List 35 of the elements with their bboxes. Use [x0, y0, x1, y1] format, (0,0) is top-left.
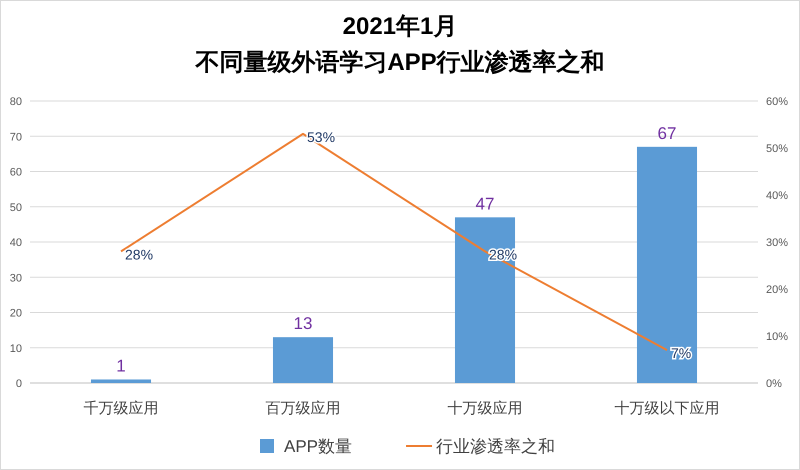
data-label: 47 [476, 194, 494, 214]
y2-tick-label: 0% [766, 378, 782, 390]
x-tick-label: 千万级应用 [84, 400, 158, 417]
y-tick-label: 20 [10, 308, 22, 320]
bar [272, 337, 334, 383]
chart-title: 2021年1月 [342, 13, 458, 40]
chart-subtitle: 不同量级外语学习APP行业渗透率之和 [194, 49, 605, 76]
x-tick-label: 十万级以下应用 [614, 400, 720, 417]
data-label: 53% [307, 128, 336, 145]
y-tick-label: 30 [10, 272, 22, 284]
x-tick-label: 百万级应用 [266, 400, 340, 417]
y2-tick-label: 20% [766, 284, 788, 296]
data-label: 7% [671, 345, 692, 362]
bar [90, 379, 152, 383]
legend-label: APP数量 [284, 437, 352, 456]
y-tick-label: 80 [10, 96, 22, 108]
bar [636, 146, 698, 383]
data-label: 28% [125, 246, 154, 262]
y2-tick-label: 40% [766, 190, 788, 202]
y2-tick-label: 30% [766, 237, 788, 249]
y-tick-label: 10 [10, 342, 22, 355]
bar [454, 217, 516, 383]
y2-tick-label: 60% [766, 96, 788, 108]
y-tick-label: 60 [10, 166, 22, 178]
x-tick-label: 十万级应用 [448, 400, 522, 417]
y-tick-label: 50 [10, 202, 22, 214]
data-label: 13 [294, 314, 312, 334]
y2-tick-label: 50% [766, 143, 788, 155]
y2-tick-label: 10% [766, 331, 788, 343]
y-tick-label: 40 [10, 237, 22, 249]
data-label: 67 [658, 124, 676, 143]
y-tick-label: 0 [16, 378, 22, 390]
data-label: 1 [116, 356, 126, 376]
legend-label: 行业渗透率之和 [436, 437, 556, 456]
y-tick-label: 70 [10, 131, 22, 144]
